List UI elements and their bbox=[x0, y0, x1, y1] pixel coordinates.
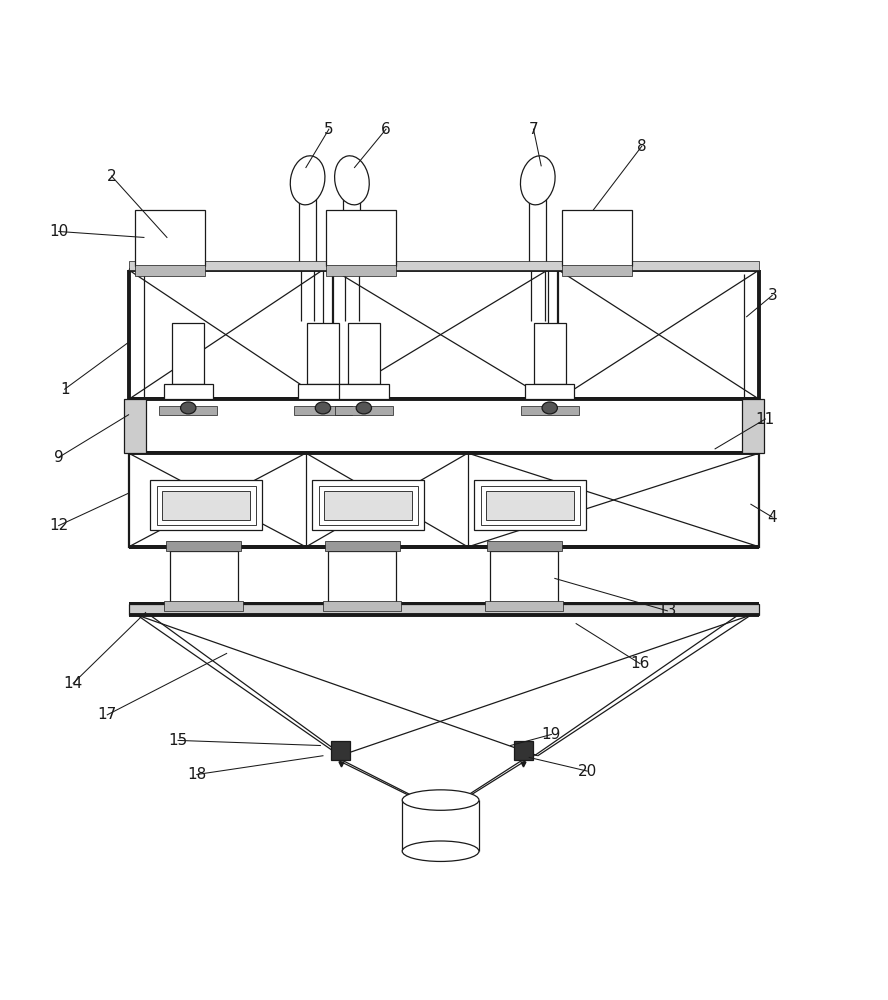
Text: 16: 16 bbox=[630, 656, 650, 671]
Bar bbox=[129, 399, 759, 453]
Bar bbox=[163, 384, 213, 399]
Bar bbox=[124, 399, 146, 453]
Text: 4: 4 bbox=[767, 510, 777, 525]
Bar bbox=[170, 551, 238, 602]
Bar bbox=[525, 384, 575, 399]
Bar bbox=[164, 601, 242, 611]
Ellipse shape bbox=[315, 402, 330, 414]
Bar bbox=[328, 551, 396, 602]
Bar bbox=[348, 323, 380, 384]
Bar bbox=[327, 265, 396, 276]
Bar bbox=[335, 406, 392, 415]
Bar bbox=[156, 486, 256, 525]
Bar bbox=[534, 323, 566, 384]
Text: 13: 13 bbox=[658, 603, 677, 618]
Ellipse shape bbox=[402, 790, 479, 810]
Bar bbox=[135, 265, 205, 276]
Bar bbox=[298, 384, 348, 399]
Text: 1: 1 bbox=[59, 382, 69, 397]
Text: 11: 11 bbox=[756, 412, 775, 427]
Bar bbox=[480, 486, 580, 525]
Text: 6: 6 bbox=[381, 122, 391, 137]
Bar bbox=[129, 261, 759, 270]
Text: 18: 18 bbox=[187, 767, 206, 782]
Ellipse shape bbox=[356, 402, 371, 414]
Ellipse shape bbox=[520, 156, 555, 205]
Bar bbox=[323, 601, 401, 611]
Bar bbox=[487, 541, 561, 551]
Bar bbox=[520, 406, 579, 415]
Bar bbox=[339, 384, 389, 399]
Text: 3: 3 bbox=[767, 288, 777, 303]
Bar bbox=[150, 480, 263, 530]
Text: 12: 12 bbox=[49, 518, 68, 533]
Ellipse shape bbox=[180, 402, 196, 414]
Text: 19: 19 bbox=[542, 727, 561, 742]
Bar bbox=[319, 486, 417, 525]
Bar bbox=[294, 406, 352, 415]
Bar bbox=[129, 453, 759, 547]
Bar bbox=[561, 265, 631, 276]
Text: 9: 9 bbox=[54, 450, 64, 465]
Bar bbox=[324, 491, 412, 520]
Ellipse shape bbox=[335, 156, 369, 205]
Text: 14: 14 bbox=[64, 676, 83, 691]
Bar bbox=[306, 323, 339, 384]
Bar bbox=[490, 551, 559, 602]
Text: 15: 15 bbox=[169, 733, 187, 748]
Bar bbox=[485, 601, 563, 611]
Text: 2: 2 bbox=[107, 169, 116, 184]
Text: 10: 10 bbox=[49, 224, 68, 239]
Bar bbox=[474, 480, 586, 530]
Ellipse shape bbox=[542, 402, 558, 414]
Bar bbox=[327, 210, 396, 266]
Bar bbox=[325, 541, 400, 551]
Bar bbox=[514, 741, 533, 760]
Bar bbox=[331, 741, 350, 760]
Bar bbox=[312, 480, 424, 530]
Ellipse shape bbox=[402, 841, 479, 861]
Text: 5: 5 bbox=[324, 122, 334, 137]
Bar bbox=[172, 323, 204, 384]
Text: 7: 7 bbox=[528, 122, 538, 137]
Bar bbox=[561, 210, 631, 266]
Text: 20: 20 bbox=[577, 764, 597, 779]
Bar bbox=[135, 210, 205, 266]
Text: 17: 17 bbox=[98, 707, 117, 722]
Bar bbox=[166, 541, 242, 551]
Ellipse shape bbox=[290, 156, 325, 205]
Bar bbox=[486, 491, 575, 520]
Bar bbox=[129, 604, 759, 615]
Bar bbox=[159, 406, 218, 415]
Bar bbox=[162, 491, 250, 520]
Bar bbox=[742, 399, 764, 453]
Text: 8: 8 bbox=[637, 139, 646, 154]
